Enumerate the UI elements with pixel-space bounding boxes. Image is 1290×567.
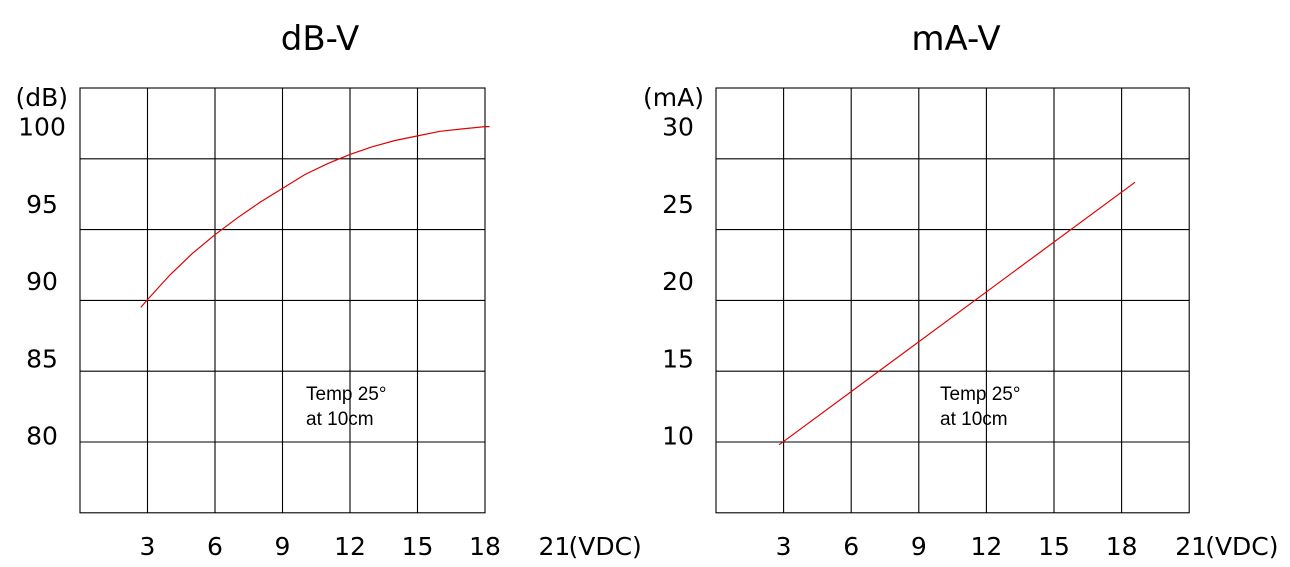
chart-title: mA-V [911,19,1000,59]
annotation-line: Temp 25° [940,384,1020,405]
x-tick-label: 18 [1106,532,1138,561]
series-line [140,126,490,308]
x-tick-label: 12 [970,532,1002,561]
x-tick-label: 21 [539,532,571,561]
annotation-line: at 10cm [940,409,1008,430]
x-axis-unit-label: (VDC) [1205,532,1278,561]
annotation-line: Temp 25° [306,384,386,405]
y-tick-label: 100 [18,113,66,142]
chart-2: mA-V (mA)30 25 20 15 10 3 6 9 12 15 18 21(VDC) Temp 2… [643,19,1278,561]
y-tick-label: 25 [662,190,694,219]
x-tick-label: 15 [1038,532,1070,561]
y-axis-unit-label: (dB) [15,83,68,112]
x-tick-label: 9 [275,532,291,561]
y-tick-label: 30 [662,113,694,142]
y-tick-label: 20 [662,267,694,296]
y-tick-label: 15 [662,344,694,373]
x-axis-unit-label: (VDC) [569,532,642,561]
annotation-line: at 10cm [306,409,374,430]
x-tick-label: 9 [911,532,927,561]
x-tick-label: 3 [776,532,792,561]
chart-1: dB-V (dB)100 95 90 85 80 3 6 9 12 15 18 21(VDC) Temp … [15,19,641,561]
y-tick-label: 85 [26,344,58,373]
x-tick-label: 18 [469,532,501,561]
y-tick-label: 10 [662,422,694,451]
series-line [778,181,1136,446]
x-tick-label: 15 [402,532,434,561]
y-tick-label: 95 [26,190,58,219]
x-tick-label: 21 [1175,532,1207,561]
x-tick-label: 6 [207,532,223,561]
y-axis-unit-label: (mA) [643,83,704,112]
x-tick-label: 3 [140,532,156,561]
x-tick-label: 6 [843,532,859,561]
y-tick-label: 90 [26,267,58,296]
y-tick-label: 80 [26,422,58,451]
x-tick-label: 12 [334,532,366,561]
chart-title: dB-V [281,19,359,59]
